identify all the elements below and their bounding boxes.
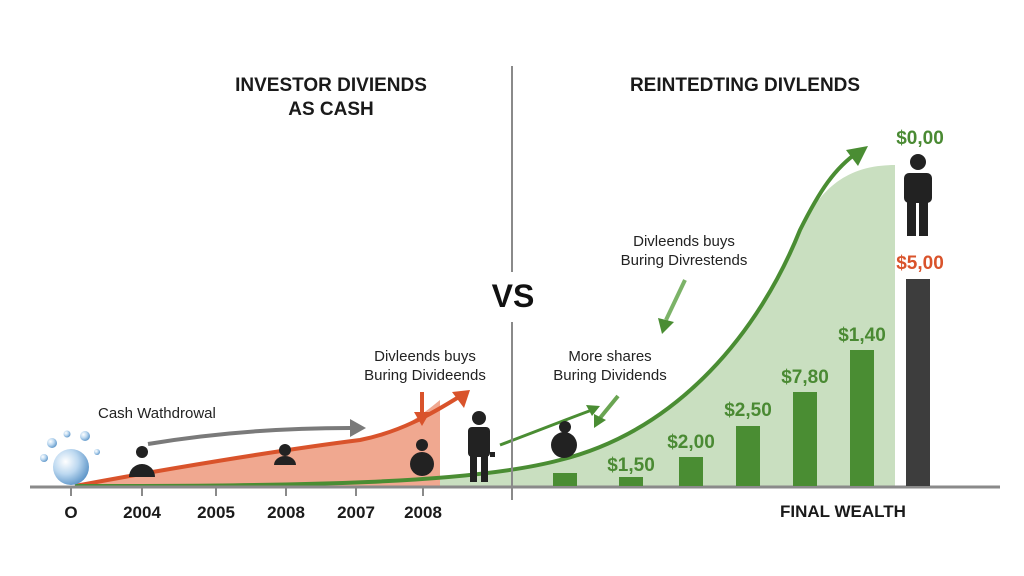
withdrawal-arrowhead bbox=[350, 419, 366, 437]
x-tick-3: 2008 bbox=[267, 503, 305, 522]
left-title-line1: INVESTOR DIVIENDS bbox=[235, 75, 427, 96]
reinvest-bar-2 bbox=[619, 477, 643, 486]
left-buys-note: Divleends buys Buring Divideends bbox=[350, 347, 500, 385]
final-wealth-person-icon bbox=[904, 154, 932, 236]
x-tick-4: 2007 bbox=[337, 503, 375, 522]
reinvest-curve-arrowhead bbox=[846, 146, 868, 166]
reinvest-area-fill bbox=[80, 165, 895, 486]
reinvest-bar-1 bbox=[553, 473, 577, 486]
reinvest-bar-5 bbox=[793, 392, 817, 486]
right-buys-note: Divleends buys Buring Divrestends bbox=[604, 232, 764, 270]
bar-label-5: $7,80 bbox=[781, 367, 829, 388]
green-down-arrowhead bbox=[594, 414, 606, 428]
bar-label-3: $2,00 bbox=[667, 432, 715, 453]
standing-person-icon bbox=[468, 411, 495, 482]
final-cash-bar bbox=[906, 279, 930, 486]
green-up-arrowhead bbox=[586, 405, 600, 416]
final-reinvest-label: $0,00 bbox=[896, 128, 944, 149]
red-down-arrowhead bbox=[414, 412, 430, 426]
x-tick-0: O bbox=[64, 503, 78, 522]
cash-area-fill bbox=[75, 400, 440, 486]
final-wealth-label: FINAL WEALTH bbox=[780, 502, 906, 521]
bar-label-2: $1,50 bbox=[607, 455, 655, 476]
final-cash-label: $5,00 bbox=[896, 253, 944, 274]
x-tick-5: 2008 bbox=[404, 503, 442, 522]
reinvest-bar-3 bbox=[679, 457, 703, 486]
vs-label: VS bbox=[491, 278, 535, 314]
x-tick-2: 2005 bbox=[197, 503, 235, 522]
right-buys-line1: Divleends buys bbox=[633, 233, 735, 250]
left-buys-line2: Buring Divideends bbox=[364, 367, 486, 384]
right-buys-line2: Buring Divrestends bbox=[620, 252, 748, 269]
left-title-line2: AS CASH bbox=[288, 99, 374, 120]
right-panel-title: REINTEDTING DIVLENDS bbox=[629, 75, 861, 96]
reinvest-bar-6 bbox=[850, 350, 874, 486]
cash-withdrawal-note: Cash Wathdrowal bbox=[98, 405, 216, 422]
cash-curve-arrowhead bbox=[452, 390, 470, 408]
more-shares-line1: More shares bbox=[568, 348, 652, 365]
left-panel-title: INVESTOR DIVIENDS AS CASH bbox=[196, 74, 466, 122]
bubbles-icon bbox=[40, 430, 100, 485]
reinvest-curve bbox=[74, 150, 860, 488]
withdrawal-arrow-shaft bbox=[147, 426, 351, 446]
x-tick-1: 2004 bbox=[123, 503, 161, 522]
more-shares-line2: Buring Dividends bbox=[553, 367, 667, 384]
person-icons bbox=[129, 421, 577, 477]
bar-label-6: $1,40 bbox=[838, 325, 886, 346]
reinvest-bar-4 bbox=[736, 426, 760, 486]
left-buys-line1: Divleends buys bbox=[374, 348, 476, 365]
more-shares-note: More shares Buring Dividends bbox=[540, 347, 680, 385]
green-annotation-arrowhead bbox=[658, 318, 674, 334]
bar-label-4: $2,50 bbox=[724, 400, 772, 421]
